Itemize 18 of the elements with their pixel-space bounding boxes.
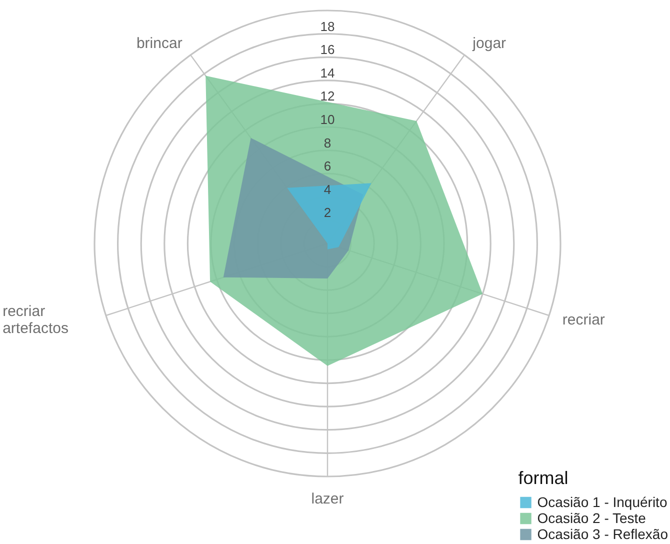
y-tick-label: 14 [320, 65, 335, 80]
spoke-label: jogar [472, 35, 506, 52]
legend-label: Ocasião 3 - Reflexão [537, 526, 668, 542]
y-tick-label: 2 [324, 205, 332, 220]
y-tick-label: 12 [320, 88, 335, 104]
spoke-label: brincar [136, 35, 182, 52]
spoke-label: recriar [562, 311, 605, 328]
legend-label: Ocasião 2 - Teste [537, 510, 646, 526]
legend-title: formal [518, 468, 570, 489]
y-tick-label: 4 [324, 182, 332, 197]
legend-label: Ocasião 1 - Inquérito [537, 494, 668, 510]
y-tick-label: 10 [320, 112, 335, 127]
y-tick-label: 6 [324, 158, 332, 174]
y-tick-label: 8 [324, 135, 332, 150]
y-tick-label: 18 [320, 18, 335, 34]
spoke-label: lazer [311, 490, 344, 508]
spoke-label: recriar artefactos [2, 302, 68, 337]
y-tick-label: 16 [320, 42, 335, 58]
